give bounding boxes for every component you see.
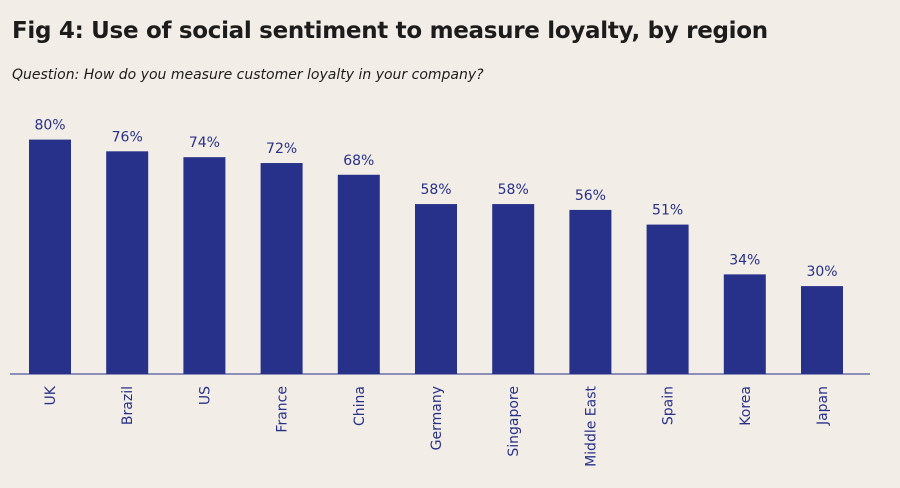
bar: [415, 204, 457, 374]
chart-title: Fig 4: Use of social sentiment to measur…: [12, 18, 768, 44]
bar: [723, 274, 766, 374]
bar: [801, 286, 843, 374]
bar-group-france: 72% France: [260, 141, 303, 433]
bar-group-uk: 80% UK: [29, 118, 71, 405]
bar-group-germany: 58% Germany: [415, 182, 457, 450]
bar: [569, 209, 612, 374]
bar-group-china: 68% China: [337, 153, 380, 426]
category-tick-label: UK: [43, 385, 59, 405]
category-tick-label: Brazil: [120, 386, 136, 425]
category-tick-label: Japan: [815, 386, 831, 426]
bar-group-us: 74% US: [183, 135, 226, 405]
bar-value-label: 72%: [266, 141, 297, 157]
bar-value-label: 76%: [112, 129, 143, 145]
bar: [492, 204, 535, 374]
bar: [183, 157, 226, 374]
bar-group-brazil: 76% Brazil: [106, 129, 149, 425]
bar-value-label: 80%: [34, 118, 65, 134]
bar-value-label: 68%: [343, 153, 374, 169]
bar-value-label: 34%: [729, 252, 760, 268]
bar: [337, 174, 380, 374]
bar-value-label: 58%: [498, 182, 529, 198]
category-tick-label: US: [197, 386, 213, 405]
category-tick-label: France: [275, 386, 291, 433]
category-tick-label: Middle East: [583, 385, 599, 466]
category-tick-label: China: [352, 386, 368, 426]
bar-value-label: 58%: [420, 182, 451, 198]
category-tick-label: Singapore: [506, 386, 522, 457]
bar: [646, 224, 689, 374]
bar-value-label: 56%: [575, 188, 606, 204]
bar-value-label: 30%: [806, 264, 837, 280]
chart-subtitle: Question: How do you measure customer lo…: [12, 67, 484, 83]
bar-value-label: 74%: [189, 135, 220, 151]
bar: [106, 151, 149, 374]
bar-group-spain: 51% Spain: [646, 203, 689, 425]
bar-group-singapore: 58% Singapore: [492, 182, 535, 457]
bar-group-middle-east: 56% Middle East: [569, 188, 612, 467]
category-tick-label: Germany: [429, 386, 445, 450]
category-tick-label: Spain: [661, 386, 677, 425]
bar-group-japan: 30% Japan: [801, 264, 843, 426]
bar: [260, 163, 303, 374]
bar-group-korea: 34% Korea: [723, 252, 766, 426]
bar-value-label: 51%: [652, 203, 683, 219]
category-tick-label: Korea: [738, 386, 754, 426]
bar: [29, 139, 71, 374]
